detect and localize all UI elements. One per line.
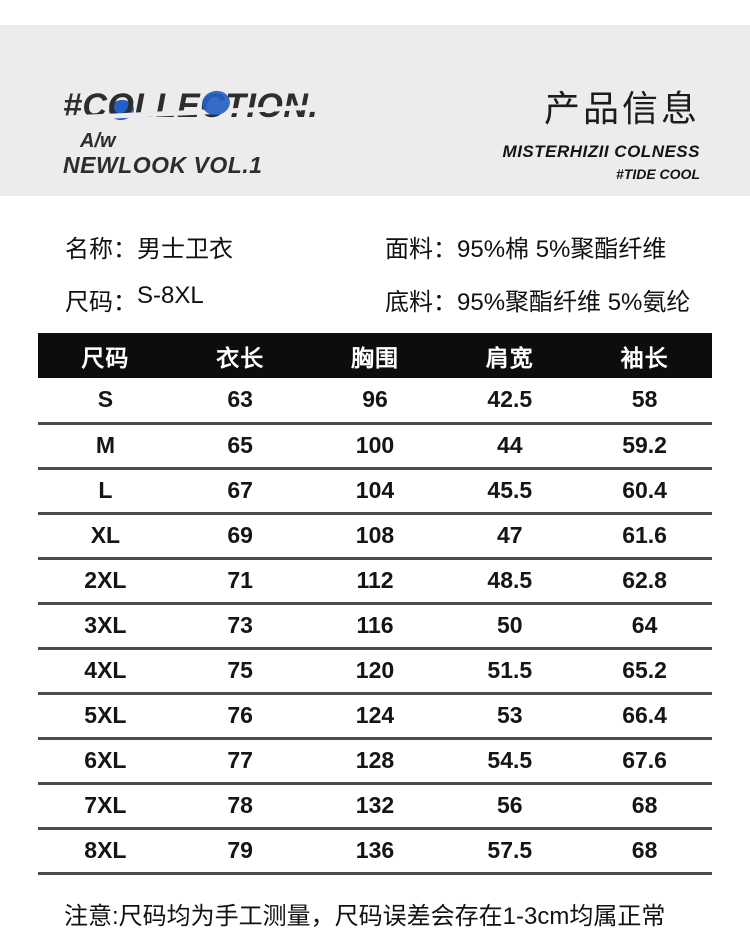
table-cell: 68 [577, 783, 712, 830]
field-value: 95%聚酯纤维 5%氨纶 [457, 289, 691, 316]
field-label: 名称： [65, 236, 137, 263]
meta-row: 名称： 男士卫衣 面料： 95%棉 5%聚酯纤维 [65, 229, 725, 264]
table-cell: 44 [442, 423, 578, 470]
field-label: 尺码： [65, 289, 137, 316]
table-cell: 51.5 [442, 648, 578, 695]
hero-band: #COLLECTION. A/w NEWLOOK VOL.1 产品信息 MIST… [0, 25, 750, 196]
table-cell: 62.8 [577, 558, 712, 605]
table-cell: 45.5 [442, 468, 578, 515]
table-row: 2XL 71 112 48.5 62.8 [38, 558, 712, 605]
table-cell: 59.2 [577, 423, 712, 470]
table-cell: 4XL [38, 648, 173, 695]
header-right-block: 产品信息 MISTERHIZII COLNESS #TIDE COOL [502, 88, 700, 183]
product-name-field: 名称： 男士卫衣 [65, 229, 385, 264]
field-label: 底料： [385, 289, 457, 316]
table-cell: 132 [307, 783, 443, 830]
size-chart-table: 尺码 衣长 胸围 肩宽 袖长 S 63 96 42.5 58 M 65 100 44 59.2 L 67 104… [38, 333, 712, 875]
table-cell: 69 [172, 513, 308, 560]
table-row: S 63 96 42.5 58 [38, 378, 712, 425]
table-cell: 61.6 [577, 513, 712, 560]
table-cell: 8XL [38, 828, 173, 875]
table-cell: 77 [172, 738, 308, 785]
table-cell: 116 [307, 603, 443, 650]
table-header-row: 尺码 衣长 胸围 肩宽 袖长 [38, 333, 712, 378]
table-cell: 54.5 [442, 738, 578, 785]
table-cell: 120 [307, 648, 443, 695]
table-cell: 68 [577, 828, 712, 875]
page-title: 产品信息 [543, 88, 700, 129]
table-cell: S [38, 378, 173, 425]
table-cell: 108 [307, 513, 443, 560]
brand-tagline: #TIDE COOL [615, 166, 700, 182]
table-cell: 136 [307, 828, 443, 875]
table-cell: 50 [442, 603, 578, 650]
lookbook-label: NEWLOOK VOL.1 [63, 152, 263, 178]
fabric-field: 面料： 95%棉 5%聚酯纤维 [385, 229, 666, 264]
table-cell: 76 [172, 693, 308, 740]
table-cell: 73 [172, 603, 308, 650]
table-cell: 128 [307, 738, 443, 785]
table-cell: 100 [307, 423, 443, 470]
table-cell: 6XL [38, 738, 173, 785]
table-cell: 112 [307, 558, 443, 605]
field-value: S-8XL [137, 282, 204, 309]
field-label: 面料： [385, 236, 457, 263]
field-value: 男士卫衣 [137, 236, 233, 263]
table-cell: 64 [577, 603, 712, 650]
size-table-body: S 63 96 42.5 58 M 65 100 44 59.2 L 67 104 45.5 60.4 XL 6… [38, 378, 712, 875]
table-cell: 57.5 [442, 828, 578, 875]
table-cell: 67 [172, 468, 308, 515]
table-cell: 2XL [38, 558, 173, 605]
brand-logo: #COLLECTION. [57, 87, 343, 127]
table-row: 6XL 77 128 54.5 67.6 [38, 738, 712, 785]
table-cell: 124 [307, 693, 443, 740]
table-cell: 65 [172, 423, 308, 470]
table-cell: 42.5 [442, 378, 578, 425]
table-row: M 65 100 44 59.2 [38, 423, 712, 470]
table-row: 5XL 76 124 53 66.4 [38, 693, 712, 740]
table-cell: 66.4 [577, 693, 712, 740]
table-cell: 53 [442, 693, 578, 740]
table-cell: 104 [307, 468, 443, 515]
table-cell: 56 [442, 783, 578, 830]
table-cell: 58 [577, 378, 712, 425]
table-row: 3XL 73 116 50 64 [38, 603, 712, 650]
table-cell: 3XL [38, 603, 173, 650]
table-cell: 75 [172, 648, 308, 695]
table-cell: 96 [307, 378, 443, 425]
table-cell: L [38, 468, 173, 515]
table-cell: M [38, 423, 173, 470]
season-label: A/w [80, 130, 116, 152]
table-cell: 67.6 [577, 738, 712, 785]
table-row: 4XL 75 120 51.5 65.2 [38, 648, 712, 695]
column-header: 袖长 [577, 333, 712, 378]
meta-row: 尺码： S-8XL 底料： 95%聚酯纤维 5%氨纶 [65, 282, 725, 317]
measurement-note: 注意:尺码均为手工测量，尺码误差会存在1-3cm均属正常 [64, 903, 666, 930]
table-row: 8XL 79 136 57.5 68 [38, 828, 712, 875]
table-cell: 63 [172, 378, 308, 425]
table-cell: 60.4 [577, 468, 712, 515]
column-header: 尺码 [38, 333, 173, 378]
size-range-field: 尺码： S-8XL [65, 282, 385, 317]
column-header: 胸围 [307, 333, 443, 378]
lining-field: 底料： 95%聚酯纤维 5%氨纶 [385, 282, 690, 317]
table-cell: 47 [442, 513, 578, 560]
table-cell: 5XL [38, 693, 173, 740]
table-cell: 65.2 [577, 648, 712, 695]
field-value: 95%棉 5%聚酯纤维 [457, 236, 667, 263]
table-row: L 67 104 45.5 60.4 [38, 468, 712, 515]
table-cell: 7XL [38, 783, 173, 830]
table-row: 7XL 78 132 56 68 [38, 783, 712, 830]
column-header: 肩宽 [442, 333, 578, 378]
brand-subtitle: MISTERHIZII COLNESS [502, 142, 700, 161]
table-cell: 79 [172, 828, 308, 875]
table-cell: 78 [172, 783, 308, 830]
table-cell: 71 [172, 558, 308, 605]
column-header: 衣长 [172, 333, 308, 378]
table-row: XL 69 108 47 61.6 [38, 513, 712, 560]
table-cell: XL [38, 513, 173, 560]
table-cell: 48.5 [442, 558, 578, 605]
